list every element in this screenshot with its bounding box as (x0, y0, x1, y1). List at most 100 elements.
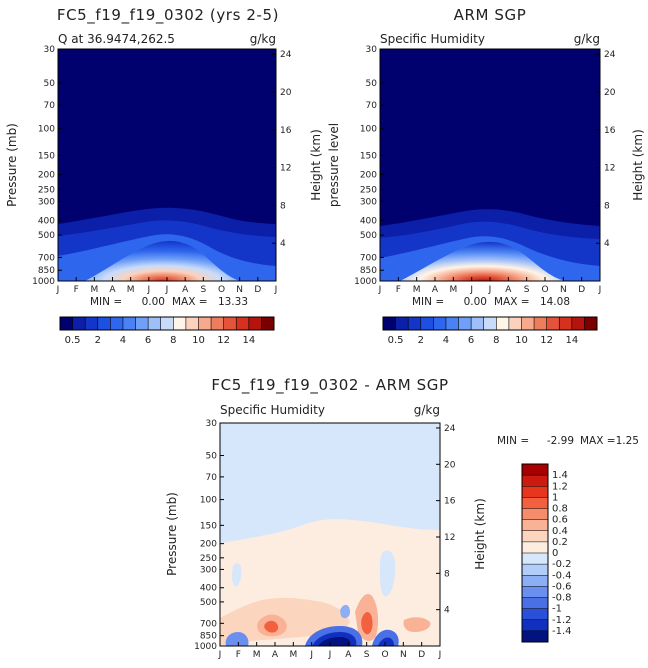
x-tick-label: A (345, 650, 352, 660)
y2-tick-label: 8 (444, 569, 450, 579)
y-tick-label: 70 (44, 101, 56, 111)
y-tick-label: 70 (366, 101, 378, 111)
x-tick-label: A (432, 285, 439, 295)
chart-title: FC5_f19_f19_0302 - ARM SGP (211, 376, 448, 395)
colorbar-swatch (223, 317, 237, 330)
x-tick-label: N (236, 285, 243, 295)
colorbar-swatch (135, 317, 149, 330)
chart-title: ARM SGP (454, 6, 527, 24)
y-tick-label: 30 (44, 45, 56, 55)
colorbar-frame (521, 463, 549, 643)
y2-tick-label: 20 (280, 88, 292, 98)
colorbar-frame (59, 316, 275, 331)
x-tick-label: M (413, 285, 421, 295)
colorbar-swatch (521, 317, 535, 330)
x-tick-label: J (488, 285, 492, 295)
colorbar-label: 1.2 (552, 481, 568, 492)
max-label: MAX = (494, 296, 530, 308)
y2-tick-label: 16 (444, 497, 456, 507)
x-tick-label: J (309, 650, 313, 660)
colorbar-swatch (522, 486, 548, 498)
x-tick-label: S (364, 650, 370, 660)
colorbar-label: -0.4 (552, 570, 572, 581)
x-tick-label: J (598, 285, 602, 295)
x-tick-label: A (109, 285, 116, 295)
colorbar-swatch (522, 586, 548, 598)
colorbar-swatch (60, 317, 73, 330)
colorbar-label: -0.8 (552, 593, 572, 604)
colorbar-label: 10 (515, 335, 528, 346)
y-tick-label: 700 (200, 619, 217, 629)
colorbar-label: -1 (552, 604, 562, 615)
colorbar-label: 0.8 (552, 504, 568, 515)
colorbar-swatch (383, 317, 396, 330)
colorbar-swatch (571, 317, 585, 330)
colorbar-label: 12 (540, 335, 553, 346)
x-tick-label: N (400, 650, 407, 660)
y-tick-label: 100 (200, 496, 217, 506)
y-tick-label: 400 (360, 216, 377, 226)
min-value: -2.99 (547, 435, 574, 447)
y-tick-label: 400 (200, 584, 217, 594)
min-label: MIN = (90, 296, 122, 308)
colorbar-label: 0.6 (552, 515, 568, 526)
colorbar-label: 2 (418, 335, 424, 346)
chart-subtitle-right: g/kg (574, 32, 600, 46)
y-tick-label: 200 (200, 540, 217, 550)
min-label: MIN = (497, 435, 529, 447)
x-tick-label: A (272, 650, 279, 660)
y-tick-label: 700 (38, 253, 55, 263)
colorbar-swatch (522, 530, 548, 543)
y-tick-label: 50 (44, 79, 56, 89)
colorbar-swatch (110, 317, 124, 330)
x-tick-label: N (560, 285, 567, 295)
colorbar-swatch (584, 317, 598, 330)
colorbar-label: 1 (552, 492, 558, 503)
contour-negative (378, 637, 394, 646)
x-tick-label: A (505, 285, 512, 295)
x-tick-label: J (147, 285, 151, 295)
colorbar-swatch (433, 317, 447, 330)
max-value: 14.08 (540, 296, 570, 308)
contour-core (85, 240, 240, 281)
colorbar-swatch (483, 317, 497, 330)
colorbar-swatch (420, 317, 434, 330)
y-tick-label: 30 (206, 419, 218, 429)
colorbar-observation: 0.5 2 4 6 8 10 12 14 (382, 316, 598, 346)
x-tick-label: M (90, 285, 98, 295)
min-label: MIN = (412, 296, 444, 308)
y-tick-label: 250 (200, 554, 217, 564)
y-tick-label: 200 (38, 171, 55, 181)
y-tick-label: 850 (38, 266, 55, 276)
colorbar-swatch (122, 317, 136, 330)
colorbar-label: -0.2 (552, 559, 572, 570)
chart-model: FC5_f19_f19_0302 (yrs 2-5) Q at 36.9474,… (5, 6, 323, 346)
colorbar-label: 6 (145, 335, 151, 346)
y-tick-label: 70 (206, 473, 218, 483)
x-tick-label: M (449, 285, 457, 295)
y-tick-label: 150 (200, 521, 217, 531)
y2-tick-label: 12 (444, 533, 455, 543)
y-tick-label: 300 (360, 197, 377, 207)
y-tick-label: 400 (38, 216, 55, 226)
y2-tick-label: 24 (444, 424, 456, 434)
y2-axis-label: Height (km) (473, 498, 487, 569)
y-tick-label: 100 (360, 125, 377, 135)
colorbar-frame (382, 316, 598, 331)
max-value: 1.25 (616, 435, 639, 447)
colorbar-label: 0.4 (552, 526, 568, 537)
y2-tick-label: 24 (280, 50, 292, 60)
y2-tick-label: 16 (604, 126, 616, 136)
x-tick-label: J (469, 285, 473, 295)
colorbar-swatch (559, 317, 573, 330)
colorbar-swatch (522, 564, 548, 576)
colorbar-label: 1.4 (552, 470, 568, 481)
colorbar-label: 0 (552, 548, 558, 559)
colorbar-label: 8 (493, 335, 499, 346)
colorbar-swatch (173, 317, 187, 330)
x-tick-label: J (165, 285, 169, 295)
chart-title: FC5_f19_f19_0302 (yrs 2-5) (57, 6, 279, 25)
x-tick-label: J (56, 285, 60, 295)
contour-positive (403, 617, 431, 632)
colorbar-swatch (522, 497, 548, 509)
